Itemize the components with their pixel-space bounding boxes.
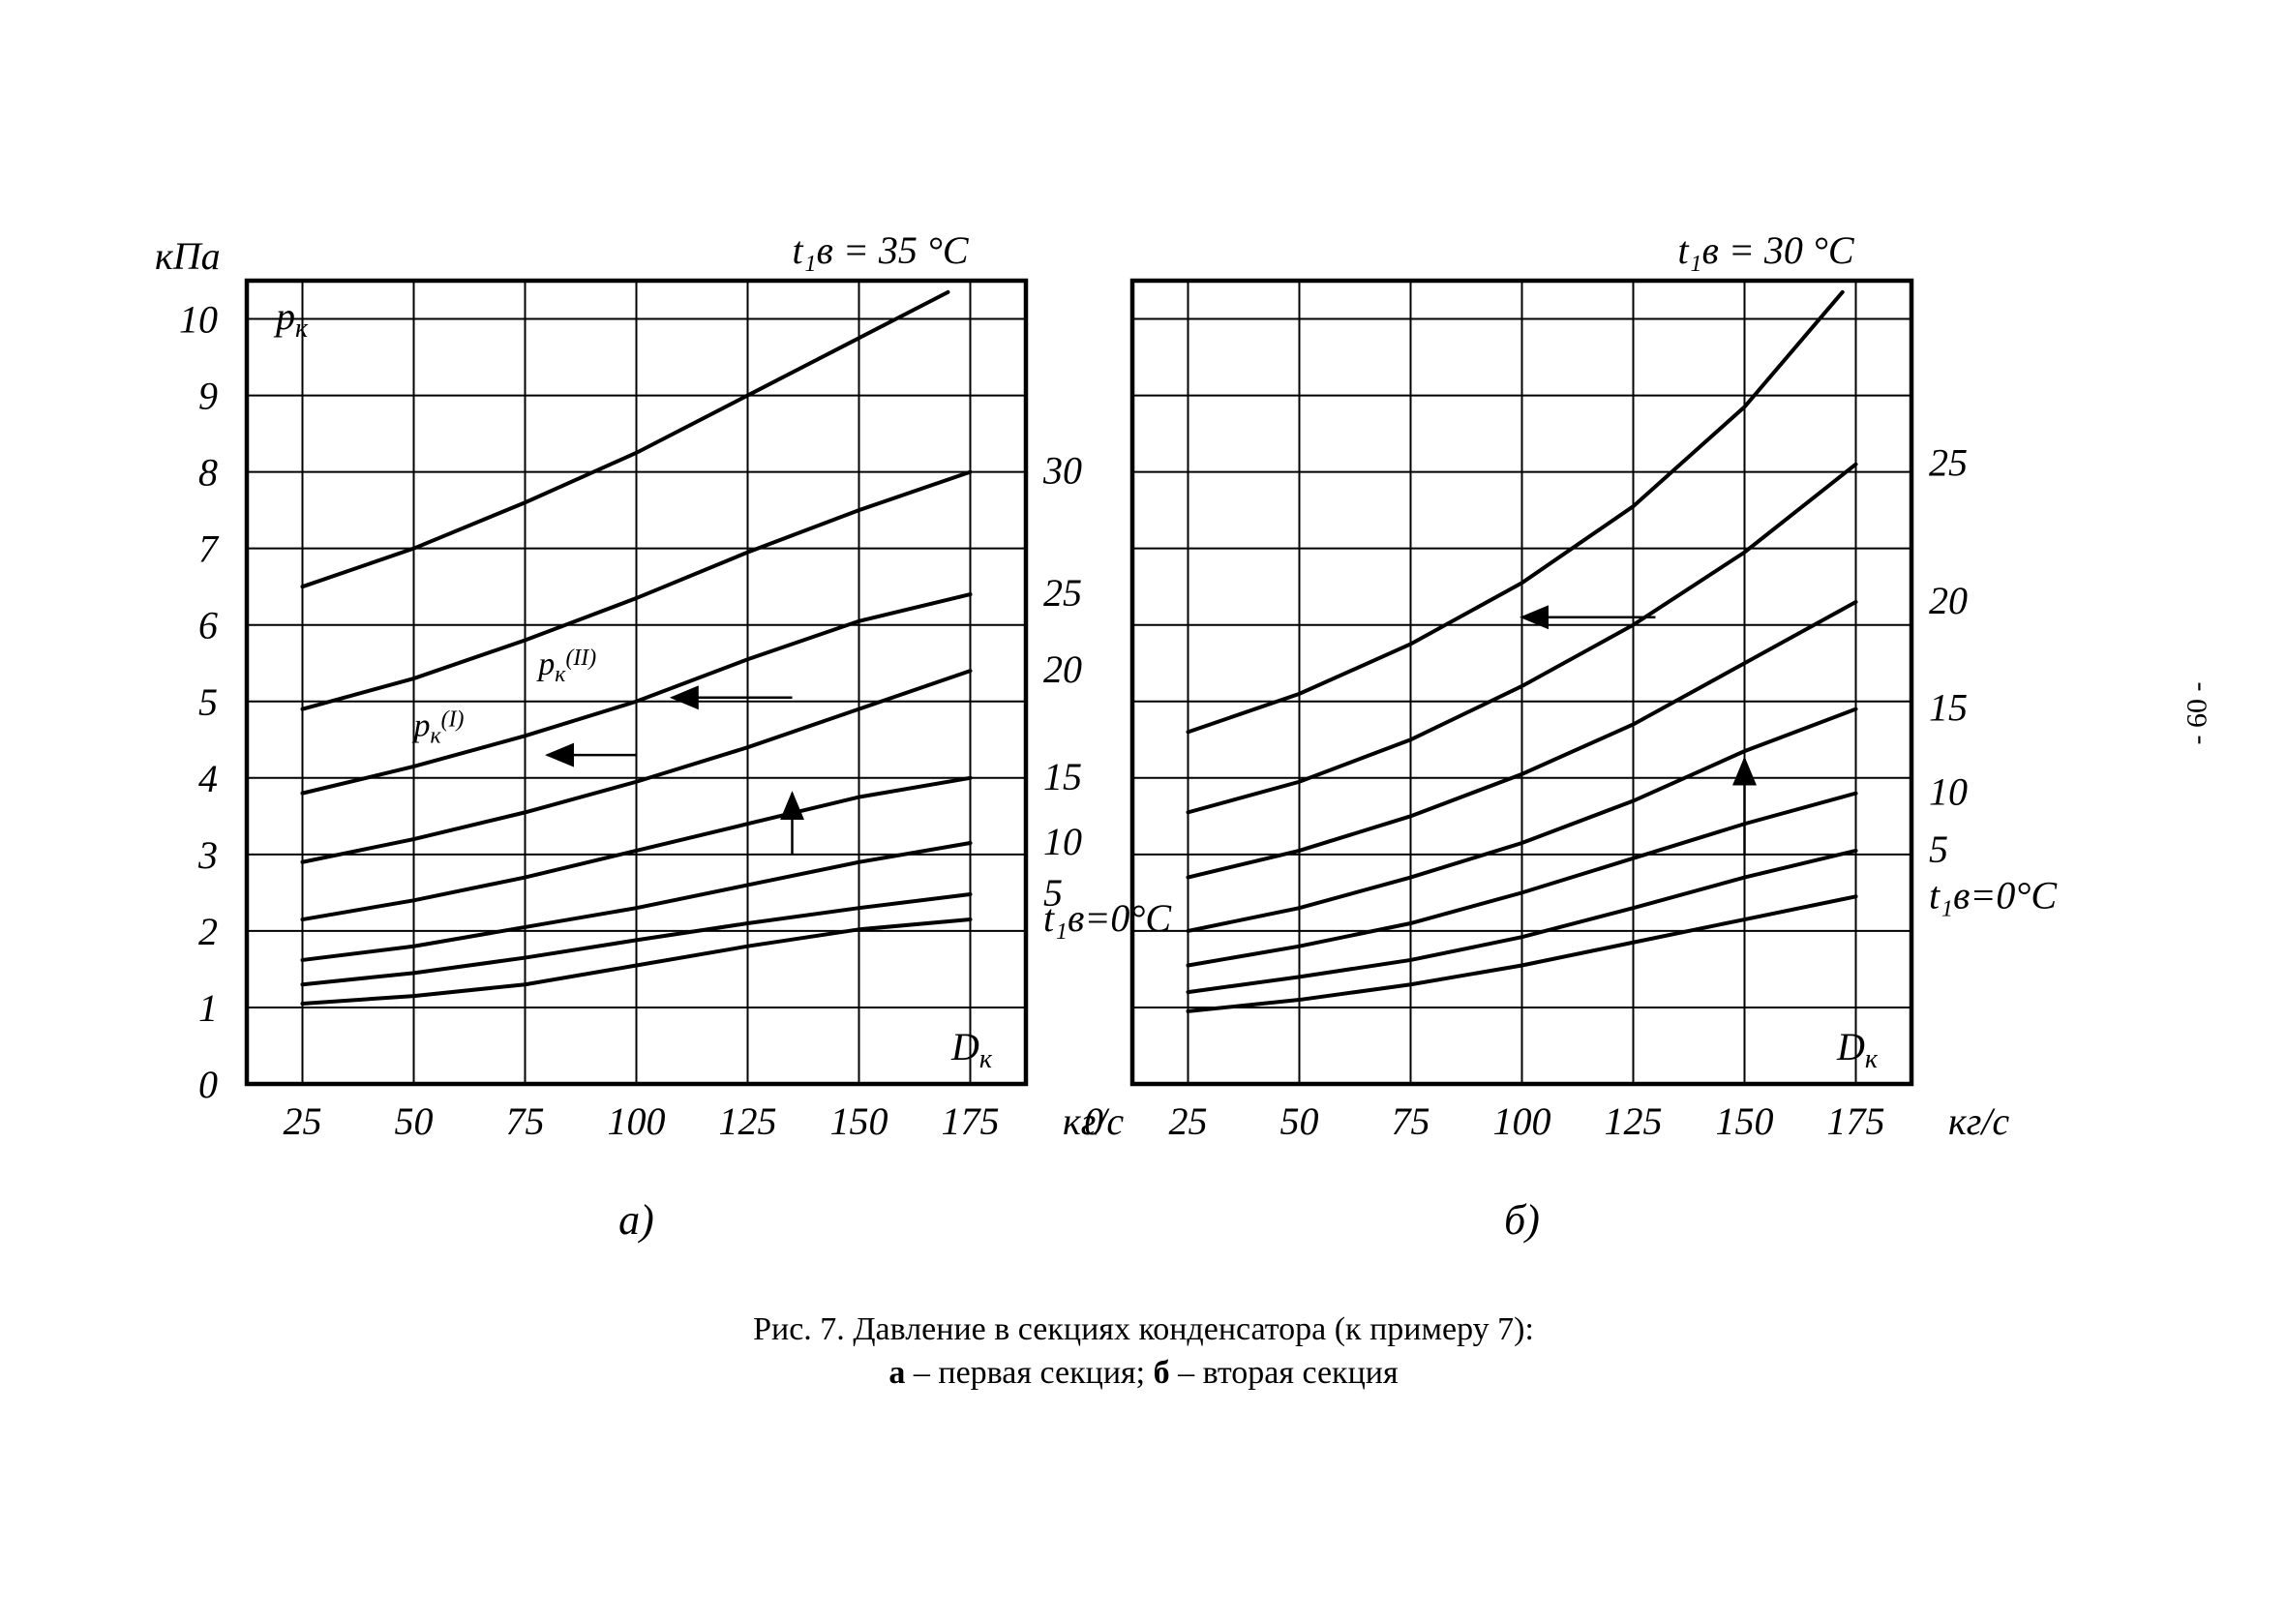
y-tick-label: 1 xyxy=(198,986,218,1030)
caption-a-text: – первая секция; xyxy=(905,1355,1153,1391)
x-tick-label: 75 xyxy=(506,1099,545,1143)
caption-text-1: Давление в секциях конденсатора (к приме… xyxy=(853,1311,1534,1347)
caption-line-2: а – первая секция; б – вторая секция xyxy=(0,1355,2287,1392)
panel-label: б) xyxy=(1504,1196,1540,1244)
y-tick-label: 0 xyxy=(198,1063,218,1106)
curve-label-top: t₁в = 35 °C xyxy=(793,228,970,272)
curve-label: 25 xyxy=(1929,441,1968,485)
annotation-label: pк(II) xyxy=(536,647,596,688)
y-tick-label: 7 xyxy=(198,527,220,571)
caption-line-1: Рис. 7. Давление в секциях конденсатора … xyxy=(0,1311,2287,1348)
y-tick-label: 2 xyxy=(198,910,218,953)
x-tick-label: 175 xyxy=(1827,1099,1885,1143)
x-tick-label-zero: 0 xyxy=(1084,1099,1103,1143)
y-axis-unit: кПа xyxy=(155,234,221,278)
page-number: - 60 - xyxy=(2182,682,2214,745)
x-tick-label: 175 xyxy=(942,1099,1000,1143)
figure-container: 255075100125150175кг/сDк012345678910кПаp… xyxy=(0,0,2287,1624)
curve-label: 5 xyxy=(1043,871,1063,915)
x-axis-symbol: Dк xyxy=(1836,1025,1879,1074)
x-tick-label: 100 xyxy=(608,1099,666,1143)
y-tick-label: 5 xyxy=(198,680,218,724)
curve-label: 10 xyxy=(1929,770,1968,814)
y-tick-label: 3 xyxy=(197,833,218,877)
x-tick-label: 75 xyxy=(1392,1099,1430,1143)
x-tick-label: 25 xyxy=(284,1099,322,1143)
y-tick-label: 10 xyxy=(179,298,218,342)
curve-label: 10 xyxy=(1043,820,1082,863)
curve xyxy=(303,292,948,586)
x-axis-symbol: Dк xyxy=(950,1025,993,1074)
curve-label: 30 xyxy=(1042,449,1082,493)
x-tick-label: 150 xyxy=(830,1099,888,1143)
x-tick-label: 50 xyxy=(395,1099,434,1143)
y-tick-label: 8 xyxy=(198,451,218,495)
annotation-label: pк(I) xyxy=(412,707,465,749)
y-tick-label: 4 xyxy=(198,757,218,800)
caption-b-bold: б xyxy=(1154,1355,1170,1391)
curve-label: 20 xyxy=(1929,579,1968,622)
x-tick-label: 50 xyxy=(1280,1099,1319,1143)
caption-prefix: Рис. 7. xyxy=(753,1311,853,1347)
curve-label: 5 xyxy=(1929,827,1948,871)
curve-label-top: t₁в = 30 °C xyxy=(1678,228,1855,272)
curve-label: 15 xyxy=(1043,755,1082,798)
curve-label: 15 xyxy=(1929,686,1968,730)
y-tick-label: 6 xyxy=(198,604,218,647)
caption-a-bold: а xyxy=(888,1355,905,1391)
y-tick-label: 9 xyxy=(198,375,218,418)
x-axis-unit: кг/с xyxy=(1948,1099,2009,1143)
x-tick-label: 150 xyxy=(1716,1099,1774,1143)
x-tick-label: 100 xyxy=(1493,1099,1551,1143)
curve-label: t₁в=0°C xyxy=(1929,873,2058,917)
caption-b-text: – вторая секция xyxy=(1170,1355,1399,1391)
x-tick-label: 125 xyxy=(1605,1099,1663,1143)
curve-label: 25 xyxy=(1043,571,1082,615)
panel-label: а) xyxy=(618,1196,654,1244)
x-tick-label: 25 xyxy=(1169,1099,1208,1143)
x-tick-label: 125 xyxy=(719,1099,777,1143)
curve-label: 20 xyxy=(1043,647,1082,691)
curve-label: t₁в=0°C xyxy=(1043,896,1172,940)
